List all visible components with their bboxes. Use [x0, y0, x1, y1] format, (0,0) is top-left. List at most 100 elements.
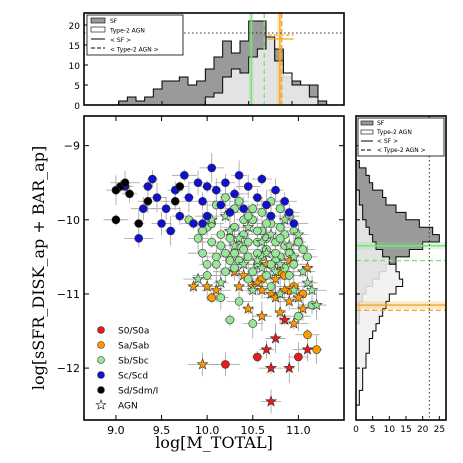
data-point-sb-sbc — [230, 248, 239, 258]
legend-label-sd-sdm-i: Sd/Sdm/I — [118, 387, 158, 397]
legend-marker-sa-sab — [97, 341, 105, 349]
data-point-sc-scd — [289, 219, 299, 228]
agn-star-sb-sbc — [292, 228, 305, 240]
top-y-tick-label: 5 — [74, 82, 80, 92]
data-point-sc-scd — [207, 163, 217, 173]
data-point-sb-sbc — [216, 230, 226, 239]
data-point-sb-sbc — [239, 245, 248, 254]
series-s0-s0a-star — [260, 313, 314, 407]
data-point-sb-sbc — [234, 196, 244, 206]
legend-label-agn: AGN — [118, 402, 138, 412]
agn-star-sa-sab — [187, 280, 200, 292]
data-point-sd-sdm-i — [134, 219, 144, 228]
data-point-sc-scd — [257, 174, 267, 184]
top-histogram-panel: 0 5 10 15 20 SF Type-2 AGN < SF > < Type-2 AGN > — [69, 12, 345, 112]
data-point-sb-sbc — [234, 297, 244, 306]
data-point-sb-sbc — [248, 204, 258, 213]
agn-star-sa-sab — [292, 291, 305, 303]
data-point-sb-sbc — [225, 315, 235, 325]
data-point-sc-scd — [166, 226, 175, 236]
series-s0-s0a-circle — [221, 352, 303, 369]
agn-star-sb-sbc — [287, 283, 300, 296]
data-point-sc-scd — [189, 219, 198, 228]
right-legend-label: Type-2 AGN — [376, 129, 412, 136]
data-point-sb-sbc — [221, 248, 230, 258]
agn-star-sa-sab — [233, 280, 246, 292]
agn-star-sb-sbc — [287, 250, 300, 263]
right-legend-label: SF — [377, 120, 385, 127]
agn-star-s0-s0a — [278, 313, 291, 326]
data-point-sc-scd — [157, 219, 166, 228]
x-tick-label: 9.0 — [107, 424, 125, 437]
agn-star-sb-sbc — [260, 246, 273, 259]
data-point-sb-sbc — [243, 274, 253, 284]
right-x-tick-label: 25 — [434, 425, 445, 435]
series-sc-scd-circle — [120, 163, 299, 243]
agn-star-sb-sbc — [242, 220, 255, 233]
data-point-sc-scd — [225, 208, 235, 217]
data-point-sb-sbc — [271, 248, 280, 258]
series-sa-sab-star — [187, 254, 314, 370]
data-point-sc-scd — [262, 200, 271, 210]
agn-star-s0-s0a — [269, 332, 282, 344]
agn-star-sb-sbc — [237, 257, 250, 270]
agn-star-sb-sbc — [223, 224, 237, 237]
data-point-sc-scd — [211, 185, 221, 195]
data-point-sb-sbc — [275, 204, 285, 213]
top-legend-label: < SF > — [110, 37, 131, 44]
main-legend: S0/S0a Sa/Sab Sb/Sbc Sc/Scd Sd/Sdm/I AGN — [95, 326, 158, 412]
data-point-sc-scd — [216, 200, 226, 210]
data-point-sb-sbc — [202, 259, 212, 269]
agn-star-sa-sab — [242, 302, 255, 314]
agn-star-sa-sab — [269, 272, 282, 285]
right-legend-swatch-agn — [360, 129, 374, 135]
data-point-sa-sab — [303, 330, 312, 340]
data-point-sb-sbc — [262, 271, 271, 280]
legend-label-sc-scd: Sc/Scd — [118, 372, 148, 382]
data-point-sc-scd — [230, 189, 239, 199]
top-plot-frame — [83, 12, 345, 106]
series-sb-sbc-circle — [184, 193, 317, 328]
agn-star-sa-sab — [296, 302, 310, 314]
legend-marker-sb-sbc — [97, 356, 105, 364]
agn-star-s0-s0a — [283, 361, 296, 374]
x-tick-label: 10.0 — [195, 424, 220, 437]
main-plot-frame — [83, 115, 345, 421]
data-point-sb-sbc — [216, 241, 226, 251]
agn-star-sa-sab — [196, 358, 209, 370]
agn-star-sb-sbc — [233, 231, 246, 244]
top-y-tick-label: 0 — [74, 102, 80, 112]
agn-star-sb-sbc — [306, 283, 319, 296]
y-tick-label: −12 — [57, 362, 80, 375]
series-sd-sdm-i-circle — [111, 178, 185, 228]
data-point-sc-scd — [180, 171, 189, 180]
agn-histogram-horizontal — [355, 160, 404, 406]
legend-label-s0-s0a: S0/S0a — [118, 327, 149, 337]
right-x-tick-label: 10 — [384, 425, 396, 435]
agn-star-s0-s0a — [260, 343, 273, 355]
data-point-s0-s0a — [253, 352, 262, 362]
legend-marker-s0-s0a — [97, 326, 105, 334]
data-point-sb-sbc — [225, 256, 235, 265]
data-point-sb-sbc — [266, 282, 276, 291]
data-point-sd-sdm-i — [175, 182, 185, 191]
data-point-sd-sdm-i — [111, 215, 121, 225]
agn-star-sa-sab — [210, 283, 223, 296]
right-legend-label: < Type-2 AGN > — [377, 147, 426, 154]
data-point-sb-sbc — [225, 234, 235, 243]
data-point-sb-sbc — [266, 259, 276, 269]
agn-star-sb-sbc — [255, 235, 268, 248]
top-y-tick-label: 20 — [69, 22, 81, 32]
data-point-sb-sbc — [275, 234, 285, 243]
agn-star-sb-sbc — [274, 257, 287, 270]
y-axis-label: log[sSFR_DISK_ap + BAR_ap] — [29, 146, 48, 390]
data-point-sc-scd — [202, 182, 212, 191]
data-point-sb-sbc — [243, 252, 253, 262]
top-legend-label: < Type-2 AGN > — [110, 47, 159, 54]
data-point-sc-scd — [193, 178, 203, 188]
agn-star-sb-sbc — [296, 265, 310, 277]
data-point-sc-scd — [134, 234, 144, 243]
right-x-tick-label: 15 — [400, 425, 411, 435]
right-legend-label: < SF > — [377, 138, 398, 145]
